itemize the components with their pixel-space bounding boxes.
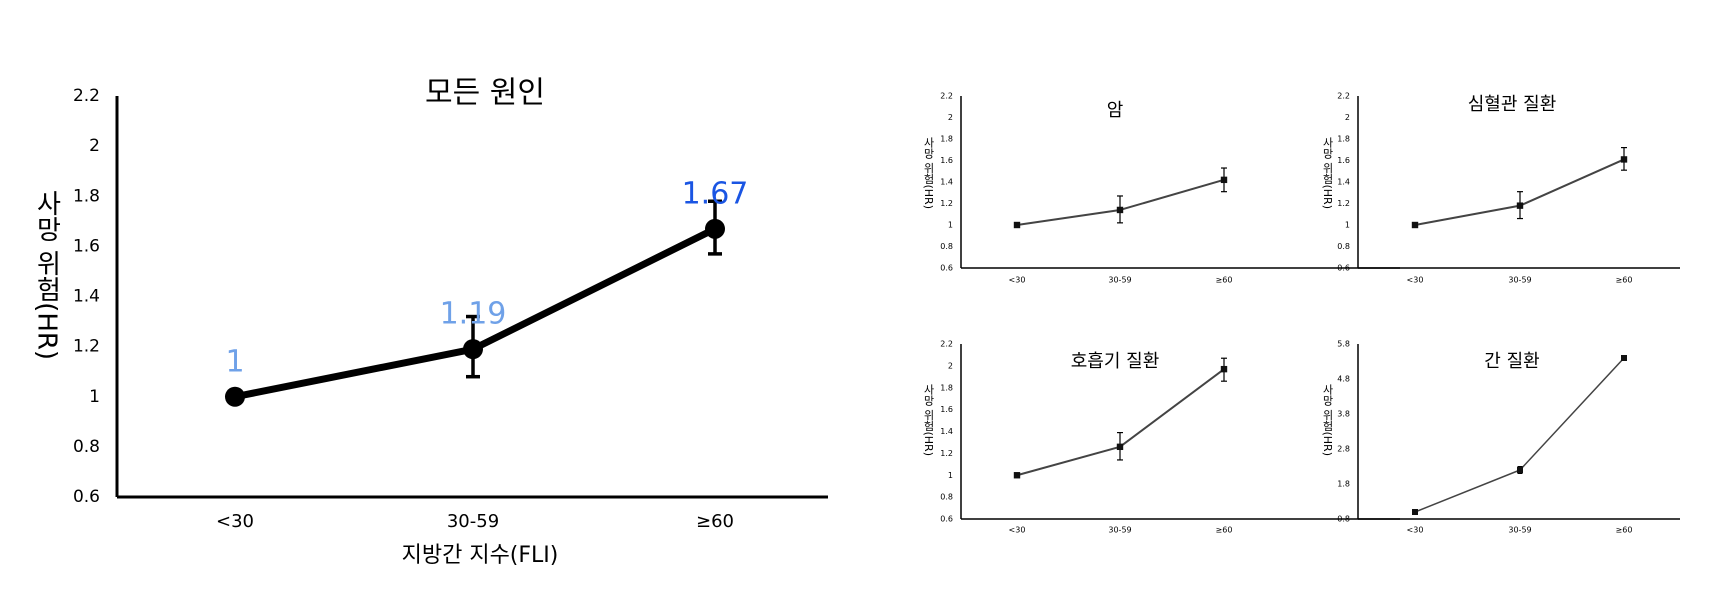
chart-title: 호흡기 질환 bbox=[1071, 351, 1160, 372]
y-tick-label: 2 bbox=[89, 136, 100, 156]
data-point bbox=[1412, 509, 1418, 515]
data-point bbox=[1013, 472, 1021, 479]
y-tick-label: 2.2 bbox=[1337, 92, 1350, 101]
y-tick-label: 1.2 bbox=[1337, 199, 1350, 208]
chart-panel-2: 심혈관 질환 0.6 0.8 1 1.2 1.4 1.6 1.8 2 2.2 <30 30-59 ≥60… bbox=[1321, 92, 1680, 285]
data-label: 1.67 bbox=[682, 176, 749, 211]
x-tick-label: ≥60 bbox=[1616, 526, 1633, 535]
data-point bbox=[1516, 202, 1524, 209]
y-tick-label: 1.2 bbox=[940, 449, 953, 458]
x-tick-label: ≥60 bbox=[1216, 276, 1233, 285]
y-tick-label: 1.8 bbox=[73, 186, 100, 206]
series-line bbox=[1414, 357, 1625, 513]
x-tick-label: <30 bbox=[1009, 276, 1026, 285]
data-point bbox=[1220, 365, 1228, 373]
y-axis-label: 사망 위험(HR) bbox=[1321, 384, 1334, 456]
data-point bbox=[1013, 221, 1021, 229]
y-tick-label: 1.4 bbox=[1337, 178, 1350, 187]
y-axis-label: 사망 위험(HR) bbox=[1321, 137, 1334, 209]
y-tick-label: 1.8 bbox=[940, 383, 953, 392]
x-tick-label: ≥60 bbox=[1616, 276, 1633, 285]
chart-panel-4: 간 질환 0.8 1.8 2.8 3.8 4.8 5.8 <30 30-59 ≥60 사망 위험(H… bbox=[1321, 340, 1680, 535]
y-tick-label: 1.6 bbox=[940, 405, 953, 414]
x-tick-label: <30 bbox=[1407, 526, 1424, 535]
x-tick-label: 30-59 bbox=[1508, 276, 1531, 285]
y-tick-label: 0.8 bbox=[940, 242, 953, 251]
y-tick-label: 1 bbox=[89, 387, 100, 407]
y-tick-label: 0.8 bbox=[1337, 515, 1350, 524]
x-tick-label: <30 bbox=[1009, 526, 1026, 535]
y-axis-label: 사망 위험(HR) bbox=[922, 137, 935, 209]
x-tick-label: <30 bbox=[1407, 276, 1424, 285]
chart-panel-3: 호흡기 질환 0.6 0.8 1 1.2 1.4 1.6 1.8 2 2.2 <30 30-59 ≥60… bbox=[922, 340, 1400, 535]
y-tick-label: 2.2 bbox=[73, 86, 100, 106]
data-point bbox=[225, 386, 245, 407]
y-tick-label: 1.4 bbox=[73, 287, 100, 307]
y-tick-label: 0.6 bbox=[73, 487, 100, 507]
x-tick-label: 30-59 bbox=[1508, 526, 1531, 535]
x-tick-label: ≥60 bbox=[696, 511, 734, 532]
y-tick-label: 1.4 bbox=[940, 178, 953, 187]
y-tick-label: 2 bbox=[1345, 113, 1350, 122]
y-tick-label: 0.8 bbox=[940, 493, 953, 502]
y-tick-label: 1.6 bbox=[940, 156, 953, 165]
y-tick-label: 0.6 bbox=[1337, 264, 1350, 273]
data-point bbox=[463, 339, 483, 360]
data-label: 1 bbox=[225, 344, 244, 379]
data-point bbox=[1621, 355, 1627, 361]
x-tick-label: 30-59 bbox=[447, 511, 499, 532]
y-axis-label: 사망 위험(HR) bbox=[32, 190, 62, 360]
y-tick-label: 2 bbox=[948, 361, 953, 370]
x-tick-label: 30-59 bbox=[1108, 526, 1131, 535]
data-point bbox=[1220, 176, 1228, 184]
x-tick-label: <30 bbox=[216, 511, 254, 532]
y-tick-label: 0.6 bbox=[940, 264, 953, 273]
y-axis-label: 사망 위험(HR) bbox=[922, 384, 935, 456]
y-tick-label: 3.8 bbox=[1337, 410, 1350, 419]
data-point bbox=[1116, 443, 1124, 451]
y-tick-label: 1.8 bbox=[1337, 480, 1350, 489]
x-tick-label: ≥60 bbox=[1216, 526, 1233, 535]
chart-title: 심혈관 질환 bbox=[1468, 94, 1557, 115]
chart-title: 암 bbox=[1107, 100, 1124, 121]
y-tick-label: 0.8 bbox=[73, 437, 100, 457]
chart-title: 간 질환 bbox=[1484, 351, 1539, 372]
y-tick-label: 2.2 bbox=[940, 92, 953, 101]
y-tick-label: 5.8 bbox=[1337, 340, 1350, 349]
data-point bbox=[1411, 221, 1419, 229]
y-tick-label: 0.8 bbox=[1337, 242, 1350, 251]
y-tick-label: 1.4 bbox=[940, 427, 953, 436]
data-point bbox=[1620, 156, 1628, 163]
y-tick-label: 2.8 bbox=[1337, 445, 1350, 454]
y-tick-label: 2 bbox=[948, 113, 953, 122]
y-tick-label: 1.8 bbox=[1337, 135, 1350, 144]
y-tick-label: 1.8 bbox=[940, 135, 953, 144]
data-label: 1.19 bbox=[440, 297, 507, 332]
y-tick-label: 1.6 bbox=[1337, 156, 1350, 165]
x-axis-label: 지방간 지수(FLI) bbox=[402, 543, 559, 568]
x-tick-label: 30-59 bbox=[1108, 276, 1131, 285]
data-point bbox=[705, 218, 725, 239]
y-tick-label: 2.2 bbox=[940, 340, 953, 349]
y-tick-label: 1.6 bbox=[73, 236, 100, 256]
y-tick-label: 0.6 bbox=[940, 515, 953, 524]
data-point bbox=[1517, 467, 1523, 473]
y-tick-label: 1 bbox=[1345, 221, 1350, 230]
y-tick-label: 1.2 bbox=[73, 337, 100, 357]
chart-panel-0: 모든 원인 0.6 0.8 1 1.2 1.4 1.6 1.8 2 2.2 <30 30-59 ≥60 사… bbox=[32, 76, 828, 568]
y-tick-label: 1 bbox=[948, 221, 953, 230]
y-tick-label: 1.2 bbox=[940, 199, 953, 208]
y-tick-label: 4.8 bbox=[1337, 375, 1350, 384]
chart-panel-1: 암 0.6 0.8 1 1.2 1.4 1.6 1.8 2 2.2 <30 30-59 ≥60 사망 위험… bbox=[922, 92, 1400, 285]
y-tick-label: 1 bbox=[948, 471, 953, 480]
chart-title: 모든 원인 bbox=[425, 76, 545, 111]
data-point bbox=[1116, 206, 1124, 214]
